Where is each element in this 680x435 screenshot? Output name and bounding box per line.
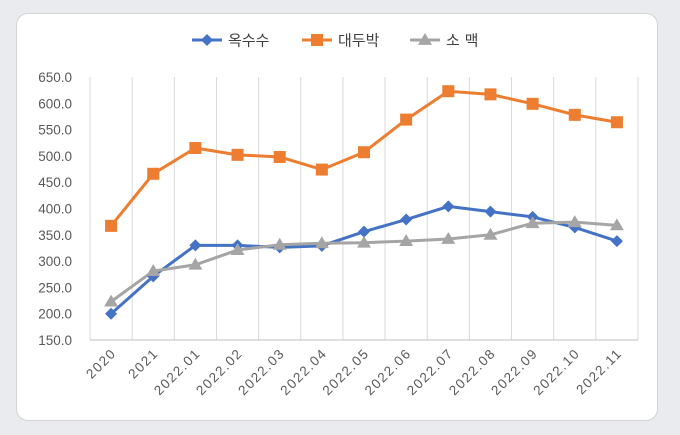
data-point-0 bbox=[484, 205, 497, 218]
data-point-2 bbox=[483, 227, 498, 240]
series-line-1 bbox=[109, 89, 618, 227]
legend: 옥수수 대두박 소 맥 bbox=[192, 32, 478, 50]
data-point-2 bbox=[314, 236, 329, 249]
legend-label-0: 옥수수 bbox=[228, 32, 269, 50]
data-point-1 bbox=[273, 150, 286, 163]
data-point-1 bbox=[231, 148, 244, 161]
gridlines bbox=[89, 77, 639, 340]
legend-label-1: 대두박 bbox=[338, 32, 380, 50]
chart-card bbox=[16, 13, 658, 421]
data-point-1 bbox=[147, 167, 160, 180]
y-tick-label: 450.0 bbox=[38, 175, 72, 190]
data-point-1 bbox=[610, 116, 623, 129]
data-point-1 bbox=[400, 113, 413, 126]
data-point-2 bbox=[357, 235, 371, 248]
data-point-1 bbox=[105, 219, 118, 232]
data-point-2 bbox=[609, 218, 624, 231]
data-point-1 bbox=[315, 163, 328, 176]
data-point-2 bbox=[399, 234, 414, 247]
data-point-0 bbox=[400, 213, 413, 226]
legend-marker-0 bbox=[201, 34, 213, 46]
x-tick-label: 2020 bbox=[83, 346, 119, 382]
data-point-1 bbox=[526, 97, 539, 110]
series-markers bbox=[104, 85, 624, 320]
data-point-2 bbox=[188, 257, 203, 270]
data-point-1 bbox=[358, 146, 370, 159]
data-point-2 bbox=[146, 264, 161, 276]
y-tick-label: 300.0 bbox=[38, 254, 72, 269]
data-point-1 bbox=[568, 108, 581, 121]
x-tick-label: 2022.10 bbox=[530, 346, 583, 399]
data-point-2 bbox=[104, 294, 119, 307]
y-tick-label: 500.0 bbox=[38, 149, 72, 164]
data-point-0 bbox=[105, 307, 118, 320]
axes: 150.0 200.0 250.0 300.0 350.0 400.0 450.0 500.0… bbox=[38, 70, 638, 398]
data-point-1 bbox=[189, 142, 202, 155]
data-point-2 bbox=[272, 237, 287, 250]
data-point-0 bbox=[442, 200, 455, 213]
data-point-1 bbox=[442, 85, 455, 98]
x-tick-label: 2022.11 bbox=[573, 346, 625, 398]
legend-label-2: 소 맥 bbox=[446, 32, 478, 50]
legend-marker-1 bbox=[311, 34, 323, 46]
y-tick-label: 400.0 bbox=[38, 202, 72, 217]
y-tick-label: 250.0 bbox=[38, 280, 72, 295]
legend-marker-2 bbox=[418, 33, 432, 45]
y-tick-label: 150.0 bbox=[38, 333, 72, 348]
data-point-0 bbox=[358, 225, 370, 238]
data-point-2 bbox=[441, 232, 456, 244]
y-tick-label: 650.0 bbox=[38, 70, 72, 85]
y-tick-label: 350.0 bbox=[38, 228, 72, 243]
data-point-2 bbox=[525, 216, 540, 229]
data-point-2 bbox=[230, 243, 245, 255]
x-tick-label: 2021 bbox=[125, 346, 161, 382]
y-tick-label: 550.0 bbox=[38, 123, 72, 138]
series-lines bbox=[109, 89, 618, 315]
data-point-0 bbox=[610, 235, 623, 248]
y-tick-label: 600.0 bbox=[38, 96, 72, 111]
data-point-1 bbox=[484, 88, 497, 101]
data-point-2 bbox=[567, 215, 582, 228]
y-tick-label: 200.0 bbox=[38, 307, 72, 322]
data-point-0 bbox=[189, 239, 202, 252]
